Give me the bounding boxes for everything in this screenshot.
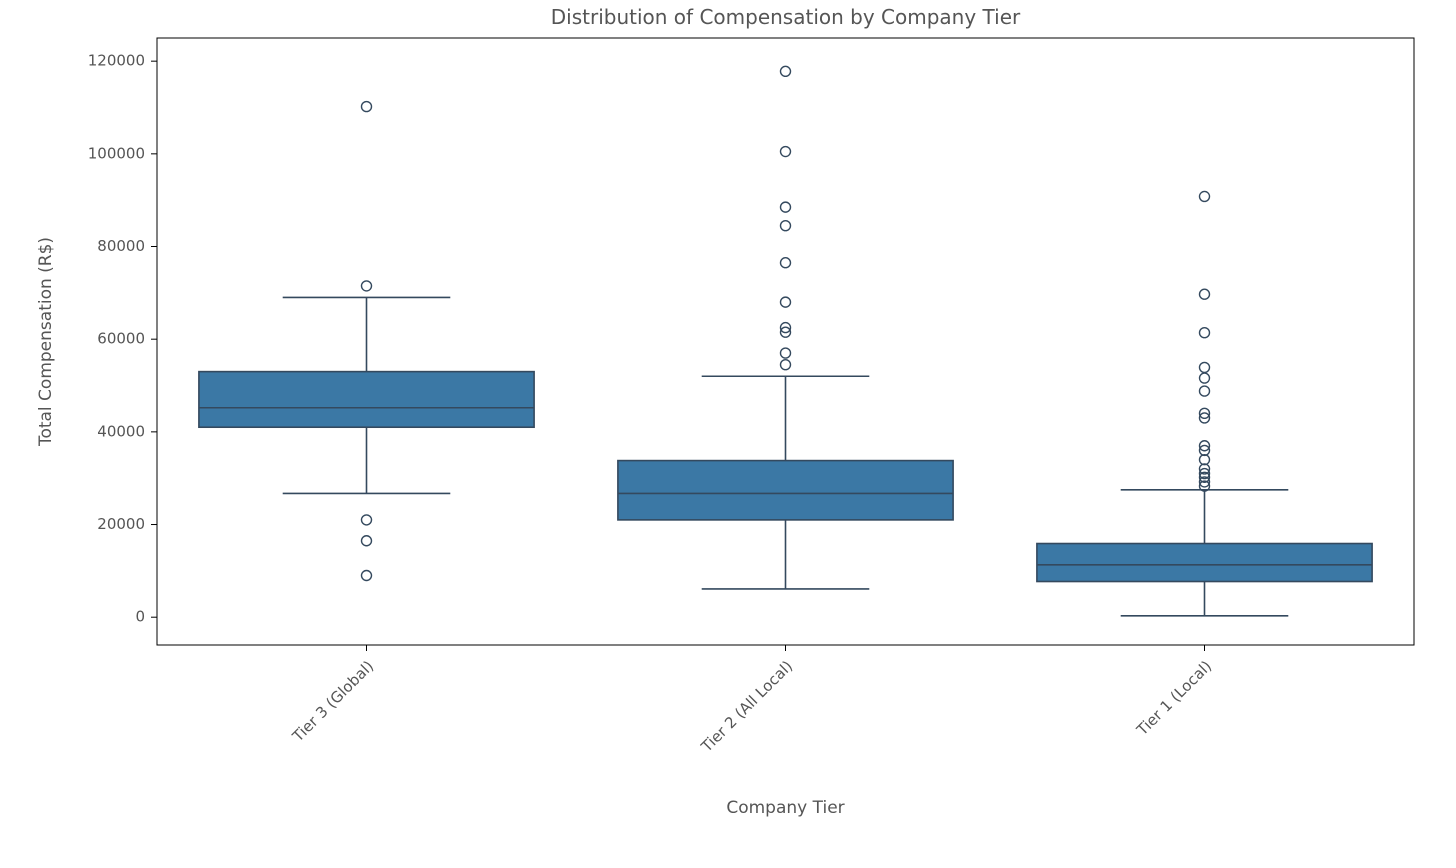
y-axis-label: Total Compensation (R$) [36,237,56,447]
box-body [1037,544,1372,582]
ytick-label: 80000 [97,237,145,255]
chart-title: Distribution of Compensation by Company … [551,5,1021,29]
ytick-label: 20000 [97,515,145,533]
ytick-label: 120000 [88,52,145,70]
box-body [618,461,953,520]
x-axis-label: Company Tier [726,798,844,818]
ytick-label: 0 [135,608,145,626]
box-body [199,372,534,428]
ytick-label: 100000 [88,144,145,162]
boxplot-chart: 020000400006000080000100000120000Tier 3 … [0,0,1456,868]
chart-svg: 020000400006000080000100000120000Tier 3 … [0,0,1456,868]
ytick-label: 60000 [97,330,145,348]
ytick-label: 40000 [97,422,145,440]
